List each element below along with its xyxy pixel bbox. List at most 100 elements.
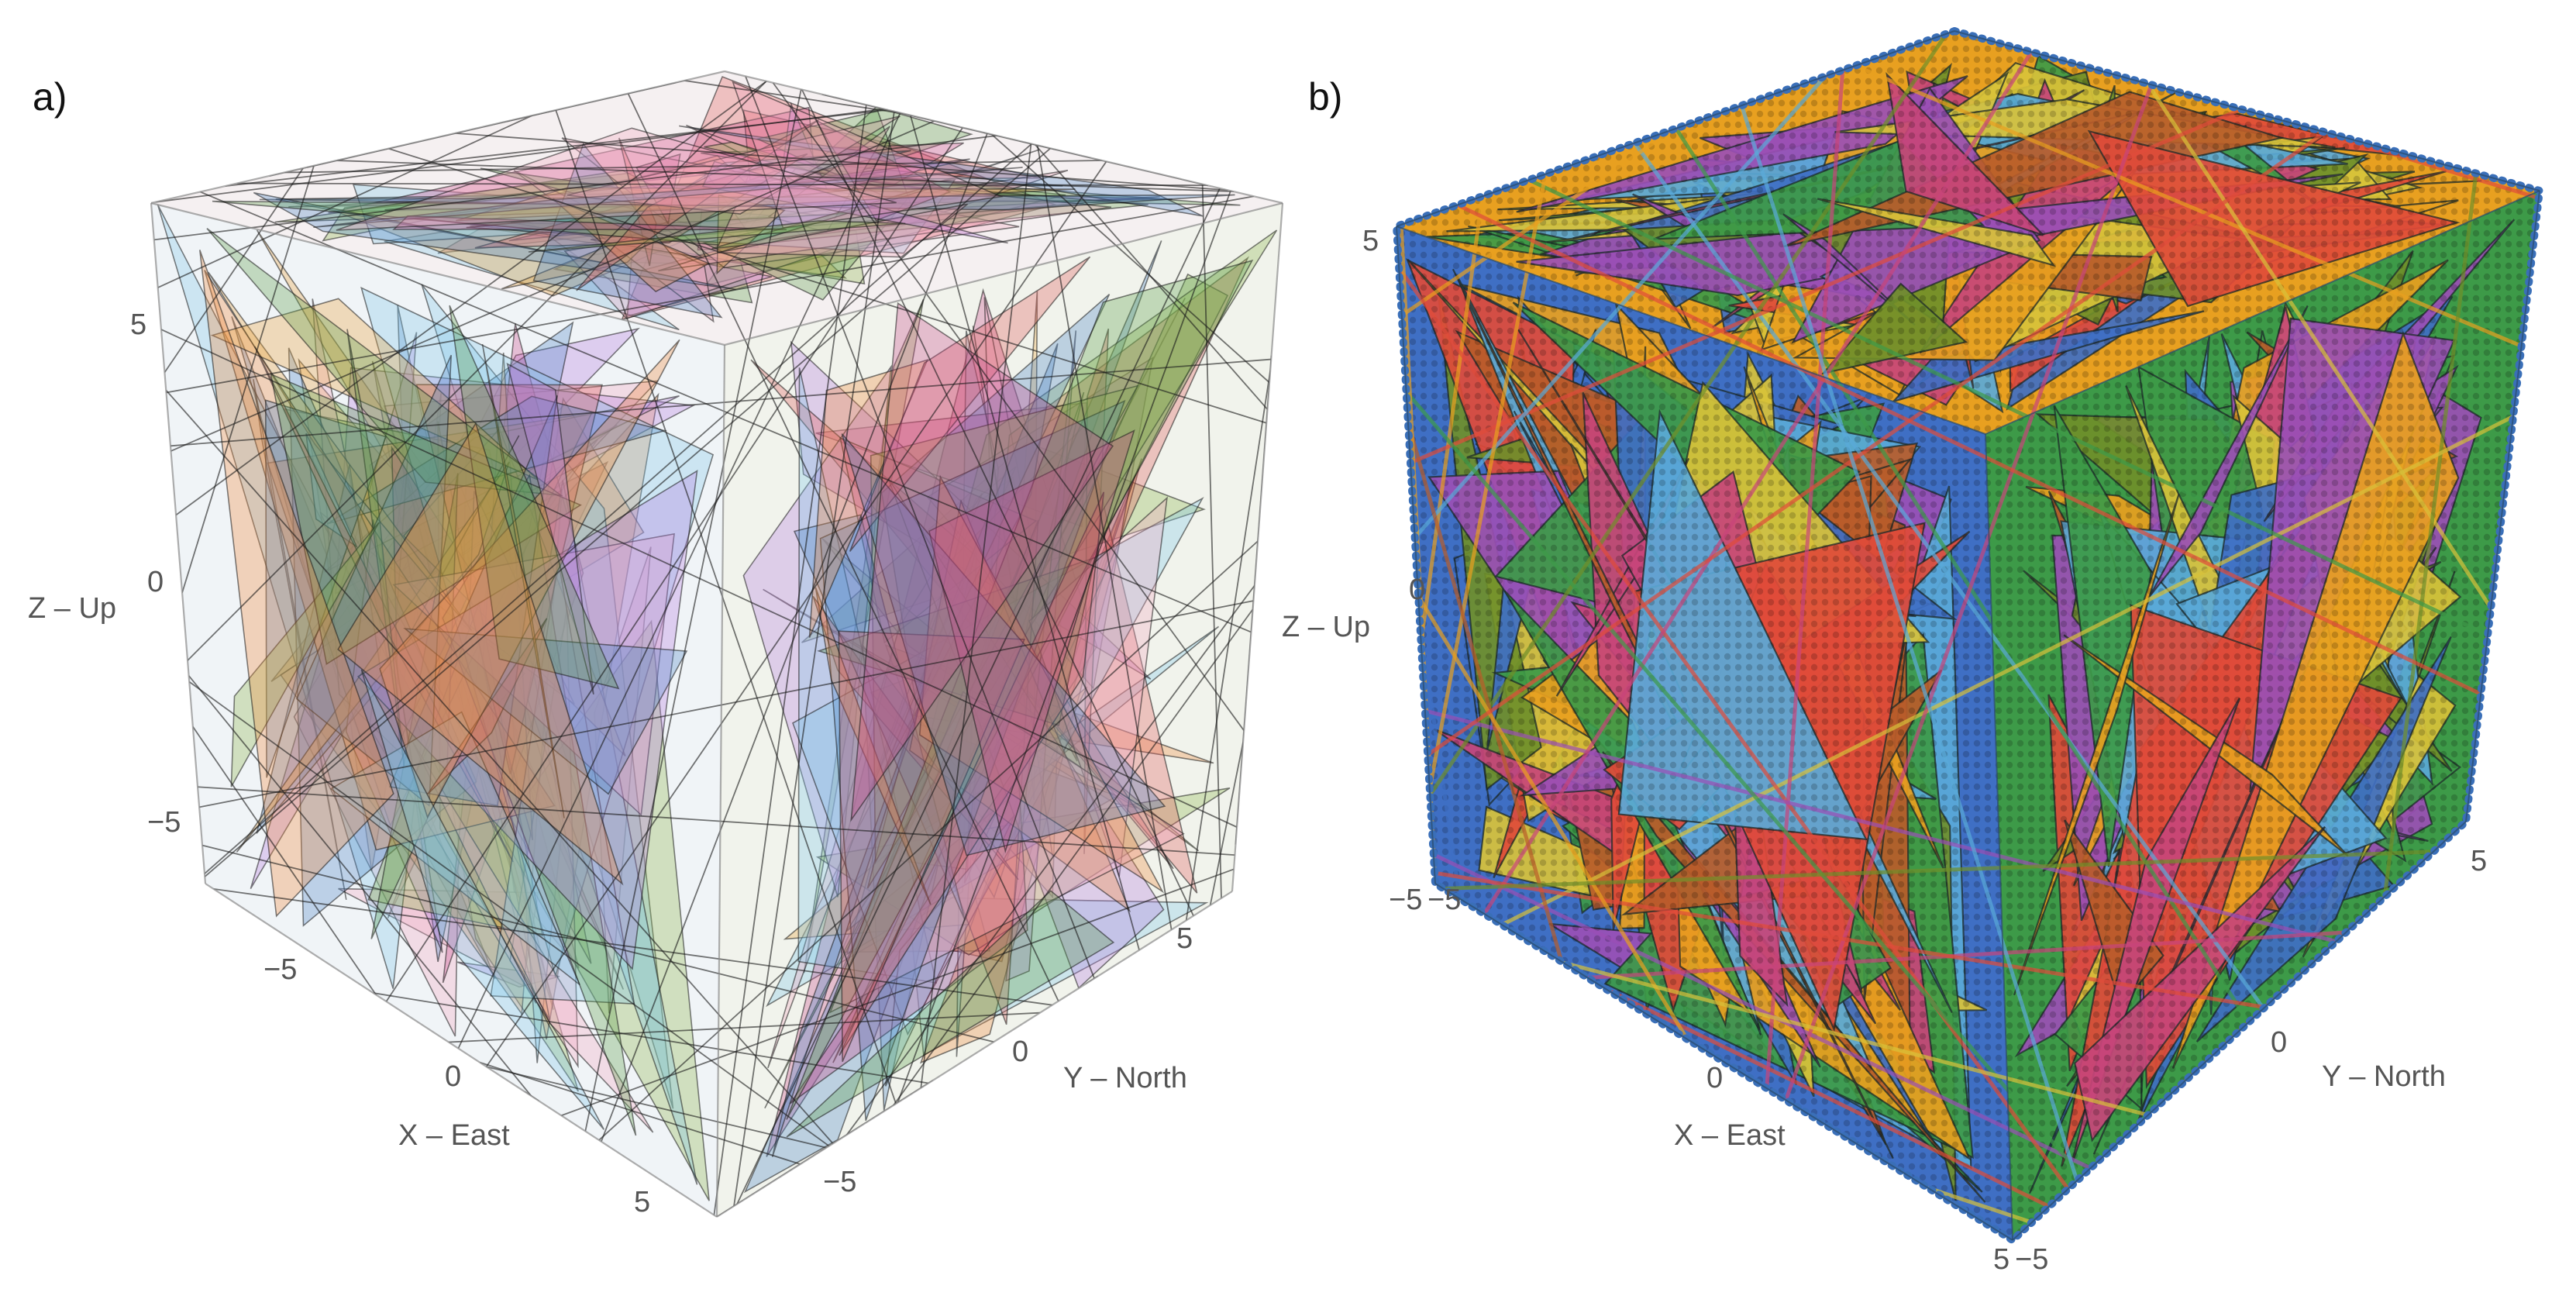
fracture-plane bbox=[467, 552, 580, 969]
x-tick-left-b: −5 bbox=[1389, 884, 1423, 916]
cube-edge bbox=[716, 891, 1233, 1218]
intersection-line bbox=[1201, 184, 1222, 898]
intersection-line bbox=[713, 105, 867, 1215]
fracture-plane bbox=[771, 673, 932, 1157]
fracture-plane bbox=[814, 118, 952, 222]
cube-edge bbox=[205, 883, 718, 1218]
fracture-plane bbox=[370, 473, 459, 939]
fracture-plane bbox=[401, 327, 640, 574]
intersection-line bbox=[1483, 50, 2034, 915]
fracture-plane bbox=[421, 284, 674, 1109]
intersection-line bbox=[165, 389, 834, 1144]
fracture-plane bbox=[790, 763, 1028, 1105]
intersection-line bbox=[1406, 422, 1564, 963]
cube-edge bbox=[715, 344, 726, 1218]
z-tick-top-a: 5 bbox=[130, 308, 147, 341]
fracture-plane bbox=[507, 644, 563, 1063]
fracture-plane bbox=[849, 256, 1091, 552]
fracture-plane bbox=[506, 362, 594, 695]
intersection-line bbox=[157, 115, 533, 288]
fracture-plane bbox=[490, 560, 635, 1005]
intersection-line bbox=[175, 81, 767, 516]
intersection-line bbox=[1765, 70, 1845, 1089]
fracture-plane bbox=[972, 326, 1054, 857]
intersection-line bbox=[2382, 173, 2478, 898]
fracture-plane bbox=[884, 644, 1214, 764]
intersection-line bbox=[1404, 390, 2084, 1178]
cube-face-left bbox=[151, 203, 725, 1217]
intersection-line bbox=[1432, 853, 2092, 1170]
fracture-plane bbox=[415, 384, 603, 774]
fracture-plane bbox=[270, 373, 582, 665]
intersection-line bbox=[1528, 177, 2489, 637]
fracture-plane bbox=[360, 669, 605, 1130]
intersection-line bbox=[600, 133, 988, 1142]
intersection-line bbox=[1424, 708, 2337, 943]
intersection-line bbox=[385, 127, 963, 1002]
intersection-line bbox=[236, 182, 1208, 187]
y-tick-mid-a: 0 bbox=[1012, 1036, 1029, 1068]
cube-edge bbox=[2012, 821, 2467, 1241]
fracture-plane bbox=[388, 395, 558, 807]
fracture-plane bbox=[312, 298, 411, 763]
intersection-line bbox=[1633, 142, 2265, 1010]
fracture-plane bbox=[526, 480, 698, 1185]
x-axis-title-b: X – East bbox=[1674, 1119, 1786, 1152]
panel-a-translucent-fracture-cube: a) 5 0 −5 Z – Up −5 0 5 X – East 5 0 −5 … bbox=[0, 0, 1286, 1313]
intersection-line bbox=[1456, 203, 2482, 696]
cube-edge bbox=[150, 70, 725, 205]
fracture-plane bbox=[210, 298, 539, 481]
intersection-line bbox=[627, 93, 1059, 1001]
intersection-line bbox=[199, 191, 1252, 633]
intersection-line bbox=[197, 786, 1235, 856]
z-axis-title-a: Z – Up bbox=[28, 592, 117, 625]
fracture-plane bbox=[449, 305, 620, 690]
intersection-line bbox=[448, 1011, 1040, 1043]
z-axis-title-b: Z – Up bbox=[1282, 611, 1371, 643]
intersection-line bbox=[1417, 624, 1462, 899]
cube-edge bbox=[1985, 190, 2540, 435]
intersection-line bbox=[1416, 594, 1689, 1040]
fracture-plane bbox=[356, 470, 698, 970]
cube-edge bbox=[150, 202, 207, 884]
intersection-line bbox=[684, 80, 904, 115]
cube-edge bbox=[1985, 433, 2013, 1241]
intersection-line bbox=[485, 160, 1107, 1067]
intersection-line bbox=[801, 89, 1194, 916]
fracture-plane bbox=[231, 316, 496, 980]
z-tick-bottom-b: −5 bbox=[1427, 884, 1462, 916]
intersection-line bbox=[920, 143, 1032, 1088]
intersection-line bbox=[772, 82, 1245, 732]
intersection-line bbox=[213, 887, 1052, 1006]
fracture-plane bbox=[204, 270, 556, 851]
intersection-line bbox=[736, 188, 1221, 1204]
intersection-line bbox=[486, 1066, 827, 1149]
intersection-line bbox=[1500, 415, 2515, 927]
cube-edge bbox=[1396, 30, 1955, 227]
fracture-plane bbox=[236, 461, 510, 853]
intersection-line bbox=[909, 115, 1140, 950]
x-tick-mid-b: 0 bbox=[1706, 1062, 1724, 1094]
intersection-line bbox=[598, 540, 1259, 1141]
fracture-plane bbox=[576, 119, 819, 291]
intersection-line bbox=[192, 726, 377, 995]
fracture-plane bbox=[402, 427, 626, 756]
intersection-line bbox=[1740, 105, 2079, 1182]
y-tick-bottom-a: −5 bbox=[823, 1166, 857, 1198]
fracture-plane bbox=[345, 519, 443, 953]
fracture-plane bbox=[379, 339, 680, 819]
cube-edge bbox=[1954, 30, 2540, 191]
fracture-plane bbox=[295, 354, 452, 808]
intersection-line bbox=[1434, 870, 2265, 1009]
y-tick-mid-b: 0 bbox=[2271, 1026, 2288, 1059]
z-tick-mid-b: 0 bbox=[1409, 574, 1426, 606]
intersection-line bbox=[155, 108, 884, 203]
intersection-line bbox=[164, 167, 304, 374]
intersection-line bbox=[457, 112, 901, 1049]
cube-edge bbox=[1231, 202, 1284, 892]
fracture-plane bbox=[1005, 330, 1077, 982]
intersection-line bbox=[1419, 195, 1485, 643]
fracture-plane bbox=[346, 329, 405, 767]
intersection-line bbox=[1784, 84, 2154, 1101]
intersection-line bbox=[1562, 960, 2149, 1118]
